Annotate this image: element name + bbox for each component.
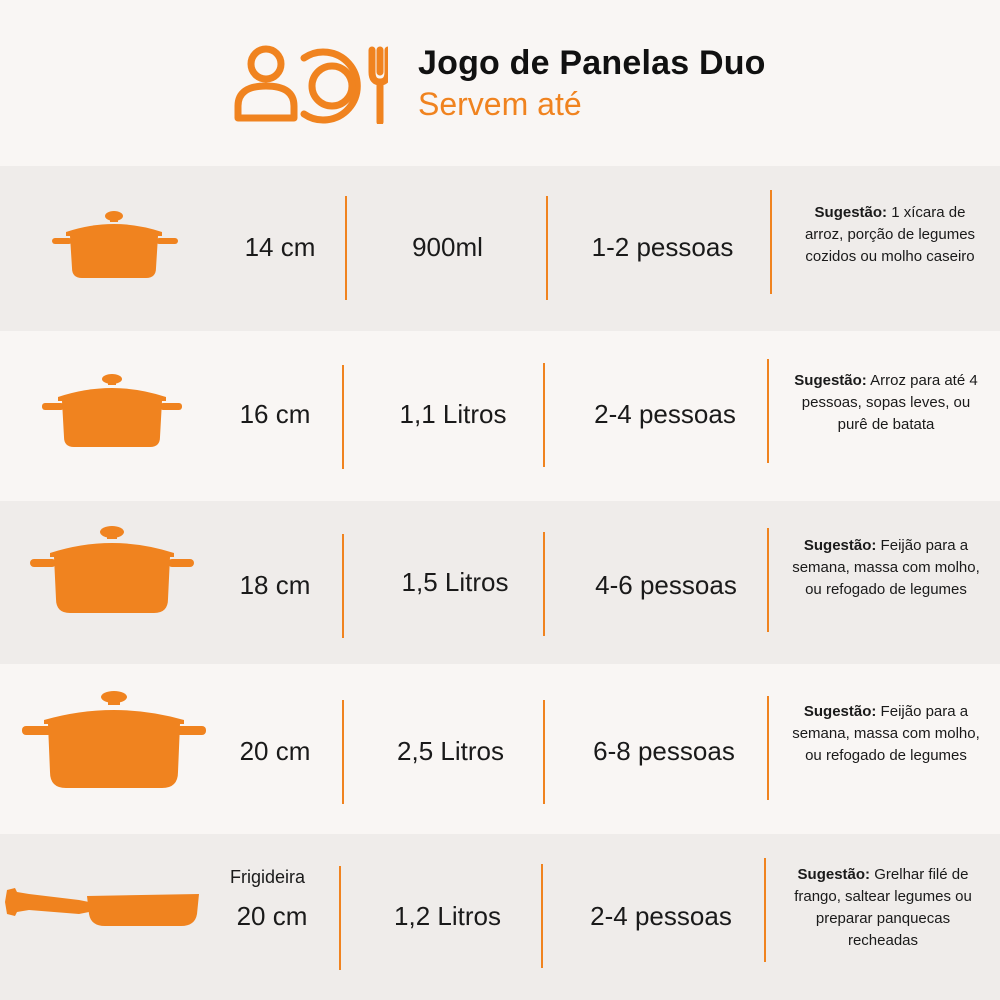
divider	[767, 528, 769, 632]
divider	[764, 858, 766, 962]
capacity-value: 1,2 Litros	[394, 901, 501, 931]
divider	[541, 864, 543, 968]
pot-icon	[22, 691, 206, 788]
pot-icon	[30, 526, 194, 613]
suggestion-body: Grelhar filé de frango, saltear legumes …	[794, 866, 972, 949]
divider	[543, 532, 545, 636]
suggestion-text: Sugestão: Grelhar filé de frango, saltea…	[788, 864, 978, 952]
serves-value: 2-4 pessoas	[594, 399, 736, 429]
size-value: 20 cm	[239, 736, 311, 766]
suggestion-label: Sugestão:	[803, 537, 877, 554]
suggestion-body: Feijão para a semana, massa com molho, o…	[792, 703, 980, 764]
size-value: 20 cm	[236, 901, 308, 931]
pot-icon	[52, 211, 178, 278]
suggestion-label: Sugestão:	[814, 204, 888, 221]
table-row: 14 cm 900ml 1-2 pessoas Sugestão: 1 xíca…	[0, 166, 1000, 331]
divider	[342, 365, 344, 469]
divider	[342, 534, 344, 638]
capacity-value: 2,5 Litros	[397, 736, 504, 766]
frying-pan-icon	[5, 888, 199, 926]
divider	[342, 700, 344, 804]
suggestion-text: Sugestão: Arroz para até 4 pessoas, sopa…	[791, 370, 981, 436]
serves-value: 2-4 pessoas	[590, 901, 732, 931]
page-subtitle: Servem até	[418, 86, 582, 122]
divider	[543, 363, 545, 467]
suggestion-label: Sugestão:	[797, 866, 871, 883]
divider	[770, 190, 772, 294]
divider	[345, 196, 347, 300]
pan-label: Frigideira	[230, 867, 306, 887]
suggestion-text: Sugestão: 1 xícara de arroz, porção de l…	[795, 202, 985, 268]
people-plate-fork-icon	[234, 45, 388, 124]
suggestion-text: Sugestão: Feijão para a semana, massa co…	[791, 535, 981, 601]
serves-value: 1-2 pessoas	[591, 232, 734, 262]
capacity-value: 900ml	[412, 232, 483, 262]
divider	[546, 196, 548, 300]
table-row: Frigideira 20 cm 1,2 Litros 2-4 pessoas …	[0, 834, 1000, 1000]
suggestion-body: Feijão para a semana, massa com molho, o…	[792, 537, 980, 598]
pot-icon	[42, 374, 182, 447]
table-row: 20 cm 2,5 Litros 6-8 pessoas Sugestão: F…	[0, 666, 1000, 832]
size-value: 18 cm	[239, 570, 311, 600]
suggestion-text: Sugestão: Feijão para a semana, massa co…	[791, 701, 981, 767]
serves-value: 6-8 pessoas	[593, 736, 735, 766]
header: Jogo de Panelas Duo Servem até	[0, 0, 1000, 165]
serves-value: 4-6 pessoas	[595, 570, 737, 600]
page-title: Jogo de Panelas Duo	[418, 44, 766, 82]
divider	[339, 866, 341, 970]
table-row: 18 cm 1,5 Litros 4-6 pessoas Sugestão: F…	[0, 501, 1000, 664]
divider	[543, 700, 545, 804]
table-row: 16 cm 1,1 Litros 2-4 pessoas Sugestão: A…	[0, 333, 1000, 499]
suggestion-body: 1 xícara de arroz, porção de legumes coz…	[804, 204, 976, 265]
capacity-value: 1,1 Litros	[399, 399, 507, 429]
divider	[767, 359, 769, 463]
divider	[767, 696, 769, 800]
suggestion-body: Arroz para até 4 pessoas, sopas leves, o…	[801, 372, 978, 433]
suggestion-label: Sugestão:	[794, 372, 867, 389]
capacity-value: 1,5 Litros	[401, 567, 509, 597]
size-value: 16 cm	[239, 399, 311, 429]
suggestion-label: Sugestão:	[803, 703, 877, 720]
size-value: 14 cm	[244, 232, 316, 262]
